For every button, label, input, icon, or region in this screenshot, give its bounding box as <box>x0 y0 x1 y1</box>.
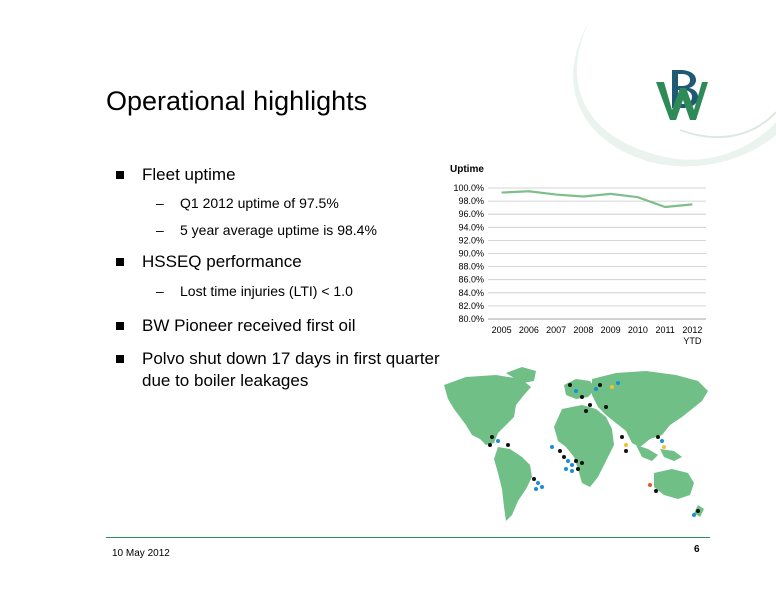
x-tick-label: 2006 <box>519 325 539 335</box>
bullet-square-icon <box>116 171 124 179</box>
y-tick-label: 96.0% <box>458 209 484 219</box>
x-tick-label: 2011 <box>655 325 674 335</box>
y-tick-label: 88.0% <box>458 262 484 272</box>
x-tick-label: 2008 <box>573 325 593 335</box>
bw-logo-icon <box>573 20 776 167</box>
y-tick-label: 82.0% <box>458 301 484 311</box>
x-tick-label: 2010 <box>628 325 648 335</box>
chart-title: Uptime <box>450 164 484 175</box>
y-tick-label: 90.0% <box>458 249 484 259</box>
page-number: 6 <box>694 544 700 555</box>
x-tick-label: 2009 <box>601 325 621 335</box>
y-tick-label: 94.0% <box>458 222 484 232</box>
uptime-series-line <box>501 190 693 209</box>
y-tick-label: 98.0% <box>458 196 484 206</box>
y-tick-label: 100.0% <box>453 183 484 193</box>
y-tick-label: 84.0% <box>458 288 484 298</box>
world-map-icon <box>444 367 708 521</box>
map-land <box>444 367 708 521</box>
x-tick-label: 2012 YTD <box>682 325 702 346</box>
uptime-chart: Uptime 80.0% 82.0% 84.0% 86.0% 88.0% 90.0% 92.… <box>450 164 706 346</box>
y-tick-label: 92.0% <box>458 235 484 245</box>
footer-date: 10 May 2012 <box>112 548 170 559</box>
bullet-square-icon <box>116 322 124 330</box>
page-title: Operational highlights <box>106 86 368 116</box>
bullet-square-icon <box>116 355 124 363</box>
x-tick-label: 2005 <box>492 325 512 335</box>
dash-icon: – <box>156 283 164 299</box>
y-tick-label: 86.0% <box>458 275 484 285</box>
footer-divider <box>106 537 710 538</box>
x-tick-label: 2007 <box>546 325 566 335</box>
dash-icon: – <box>156 195 164 211</box>
bullet-square-icon <box>116 258 124 266</box>
vessel-markers <box>488 381 700 517</box>
y-tick-label: 80.0% <box>458 314 484 324</box>
dash-icon: – <box>156 222 164 238</box>
